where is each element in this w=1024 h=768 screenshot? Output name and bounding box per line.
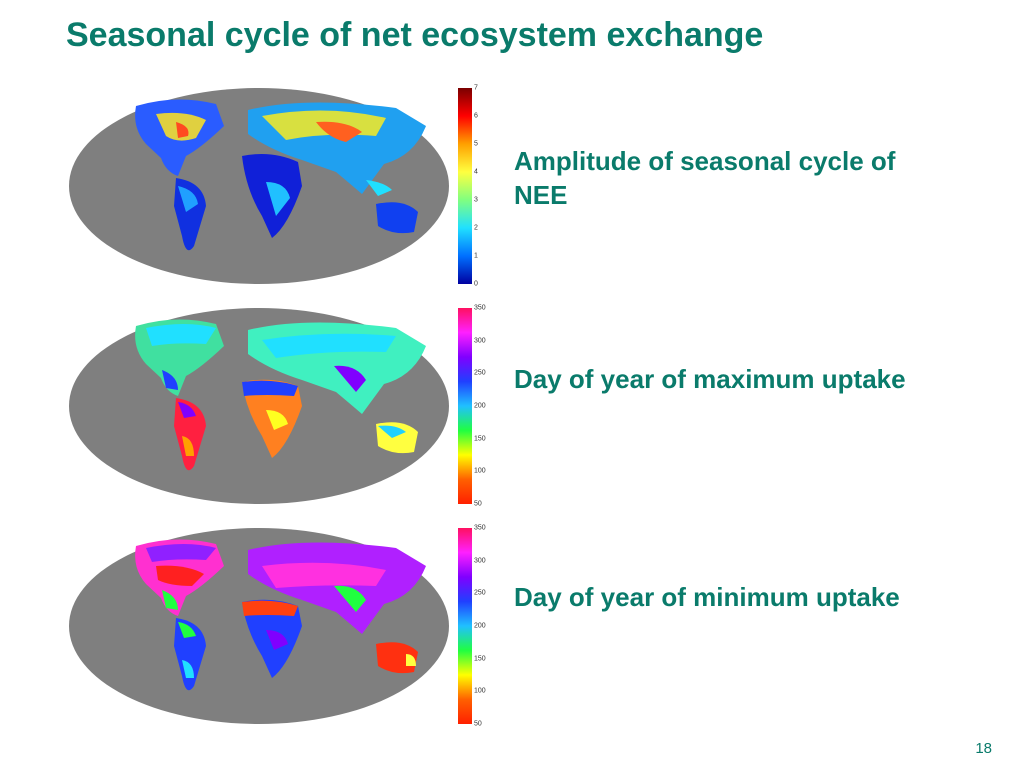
colorbar-tick-label: 0 — [474, 280, 478, 288]
amplitude-colorbar — [458, 88, 472, 284]
colorbar-tick-label: 50 — [474, 720, 482, 728]
amplitude-label: Amplitude of seasonal cycle of NEE — [514, 146, 896, 210]
colorbar-tick-label: 200 — [474, 402, 486, 410]
colorbar-tick-label: 4 — [474, 168, 478, 176]
continents — [135, 319, 426, 471]
colorbar-tick-label: 2 — [474, 224, 478, 232]
colorbar-tick-label: 7 — [474, 84, 478, 92]
min-uptake-colorbar-ticks: 350 300 250 200 150 100 50 — [472, 524, 494, 728]
colorbar-tick-label: 350 — [474, 304, 486, 312]
max-uptake-map-panel: 350 300 250 200 150 100 50 — [66, 305, 486, 508]
amplitude-map-panel: 7 6 5 4 3 2 1 0 — [66, 85, 486, 288]
page-number: 18 — [975, 740, 992, 757]
max-uptake-colorbar-ticks: 350 300 250 200 150 100 50 — [472, 304, 494, 508]
min-uptake-world-map — [69, 528, 449, 724]
min-uptake-map-panel: 350 300 250 200 150 100 50 — [66, 525, 486, 728]
colorbar-tick-label: 150 — [474, 655, 486, 663]
colorbar-tick-label: 100 — [474, 467, 486, 475]
continents — [135, 99, 426, 251]
amplitude-colorbar-ticks: 7 6 5 4 3 2 1 0 — [472, 84, 494, 288]
colorbar-tick-label: 5 — [474, 140, 478, 148]
colorbar-tick-label: 250 — [474, 369, 486, 377]
min-uptake-label: Day of year of minimum uptake — [514, 582, 900, 612]
colorbar-tick-label: 350 — [474, 524, 486, 532]
colorbar-tick-label: 1 — [474, 252, 478, 260]
max-uptake-colorbar — [458, 308, 472, 504]
max-uptake-world-map — [69, 308, 449, 504]
amplitude-world-map — [69, 88, 449, 284]
colorbar-tick-label: 3 — [474, 196, 478, 204]
max-uptake-label: Day of year of maximum uptake — [514, 364, 906, 394]
min-uptake-colorbar — [458, 528, 472, 724]
colorbar-tick-label: 50 — [474, 500, 482, 508]
slide-title: Seasonal cycle of net ecosystem exchange — [66, 16, 764, 54]
colorbar-tick-label: 6 — [474, 112, 478, 120]
colorbar-tick-label: 150 — [474, 435, 486, 443]
colorbar-tick-label: 100 — [474, 687, 486, 695]
colorbar-tick-label: 250 — [474, 589, 486, 597]
continents — [135, 539, 426, 691]
colorbar-tick-label: 200 — [474, 622, 486, 630]
colorbar-tick-label: 300 — [474, 337, 486, 345]
colorbar-tick-label: 300 — [474, 557, 486, 565]
